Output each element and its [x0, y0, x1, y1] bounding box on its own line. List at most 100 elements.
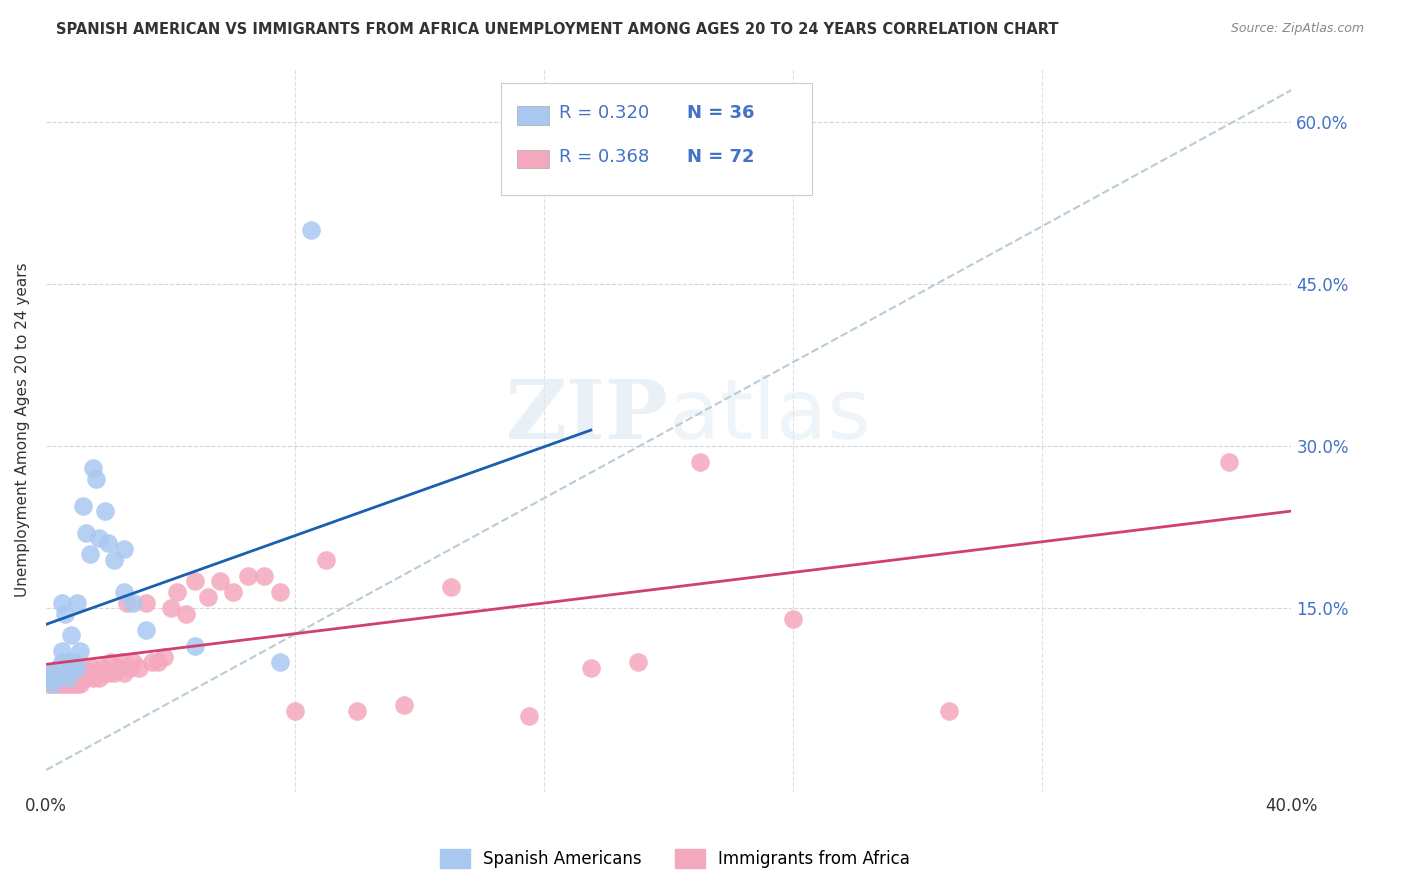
- Point: [79, 547, 101, 561]
- Point: [346, 704, 368, 718]
- Point: [517, 709, 540, 723]
- Point: [209, 574, 232, 589]
- Point: [94, 665, 117, 680]
- Point: [166, 585, 188, 599]
- Point: [82, 461, 104, 475]
- Point: [56, 671, 79, 685]
- Point: [107, 660, 129, 674]
- Point: [84, 472, 107, 486]
- Text: atlas: atlas: [669, 376, 870, 456]
- Point: [103, 665, 125, 680]
- Point: [938, 704, 960, 718]
- Point: [59, 660, 82, 674]
- Point: [284, 704, 307, 718]
- Point: [115, 596, 138, 610]
- Point: [118, 660, 141, 674]
- Point: [69, 677, 91, 691]
- Point: [53, 671, 76, 685]
- Point: [59, 628, 82, 642]
- Point: [103, 552, 125, 566]
- Point: [135, 596, 157, 610]
- Point: [84, 665, 107, 680]
- Point: [82, 671, 104, 685]
- Point: [56, 677, 79, 691]
- Point: [72, 660, 94, 674]
- Point: [112, 585, 135, 599]
- Point: [392, 698, 415, 713]
- Point: [51, 671, 73, 685]
- Point: [299, 223, 322, 237]
- Point: [174, 607, 197, 621]
- Point: [75, 671, 97, 685]
- Point: [41, 677, 63, 691]
- Point: [59, 671, 82, 685]
- Point: [56, 671, 79, 685]
- Point: [100, 655, 122, 669]
- Point: [122, 655, 145, 669]
- Point: [1218, 455, 1240, 469]
- Point: [97, 665, 120, 680]
- Text: ZIP: ZIP: [506, 376, 669, 456]
- Point: [75, 525, 97, 540]
- Point: [48, 671, 70, 685]
- Text: R = 0.320: R = 0.320: [560, 104, 650, 122]
- Point: [44, 665, 66, 680]
- Point: [135, 623, 157, 637]
- Point: [253, 569, 276, 583]
- Point: [87, 671, 110, 685]
- Point: [112, 665, 135, 680]
- Point: [72, 671, 94, 685]
- Point: [53, 677, 76, 691]
- Point: [112, 541, 135, 556]
- Point: [41, 677, 63, 691]
- Point: [48, 677, 70, 691]
- Point: [51, 644, 73, 658]
- Point: [238, 569, 260, 583]
- Point: [41, 665, 63, 680]
- Y-axis label: Unemployment Among Ages 20 to 24 years: Unemployment Among Ages 20 to 24 years: [15, 263, 30, 598]
- Point: [626, 655, 648, 669]
- Point: [38, 677, 60, 691]
- Point: [69, 665, 91, 680]
- Point: [41, 671, 63, 685]
- Point: [122, 596, 145, 610]
- Point: [56, 655, 79, 669]
- Point: [66, 660, 89, 674]
- Text: Source: ZipAtlas.com: Source: ZipAtlas.com: [1230, 22, 1364, 36]
- Point: [197, 591, 219, 605]
- Point: [184, 574, 207, 589]
- FancyBboxPatch shape: [501, 83, 811, 195]
- Point: [69, 644, 91, 658]
- Point: [579, 660, 602, 674]
- Point: [269, 655, 291, 669]
- Point: [782, 612, 804, 626]
- Point: [63, 677, 86, 691]
- Point: [82, 660, 104, 674]
- Point: [91, 660, 114, 674]
- Point: [159, 601, 181, 615]
- Point: [79, 665, 101, 680]
- Point: [72, 499, 94, 513]
- Point: [141, 655, 163, 669]
- Point: [94, 504, 117, 518]
- Point: [153, 649, 176, 664]
- Point: [48, 665, 70, 680]
- Point: [53, 665, 76, 680]
- Point: [44, 671, 66, 685]
- Point: [315, 552, 337, 566]
- Point: [51, 677, 73, 691]
- Point: [48, 660, 70, 674]
- Point: [44, 677, 66, 691]
- Point: [66, 671, 89, 685]
- Point: [689, 455, 711, 469]
- Point: [38, 671, 60, 685]
- Point: [128, 660, 150, 674]
- FancyBboxPatch shape: [517, 106, 550, 125]
- Text: SPANISH AMERICAN VS IMMIGRANTS FROM AFRICA UNEMPLOYMENT AMONG AGES 20 TO 24 YEAR: SPANISH AMERICAN VS IMMIGRANTS FROM AFRI…: [56, 22, 1059, 37]
- Point: [110, 655, 132, 669]
- Point: [269, 585, 291, 599]
- Point: [66, 596, 89, 610]
- Point: [63, 655, 86, 669]
- Point: [44, 671, 66, 685]
- Point: [97, 536, 120, 550]
